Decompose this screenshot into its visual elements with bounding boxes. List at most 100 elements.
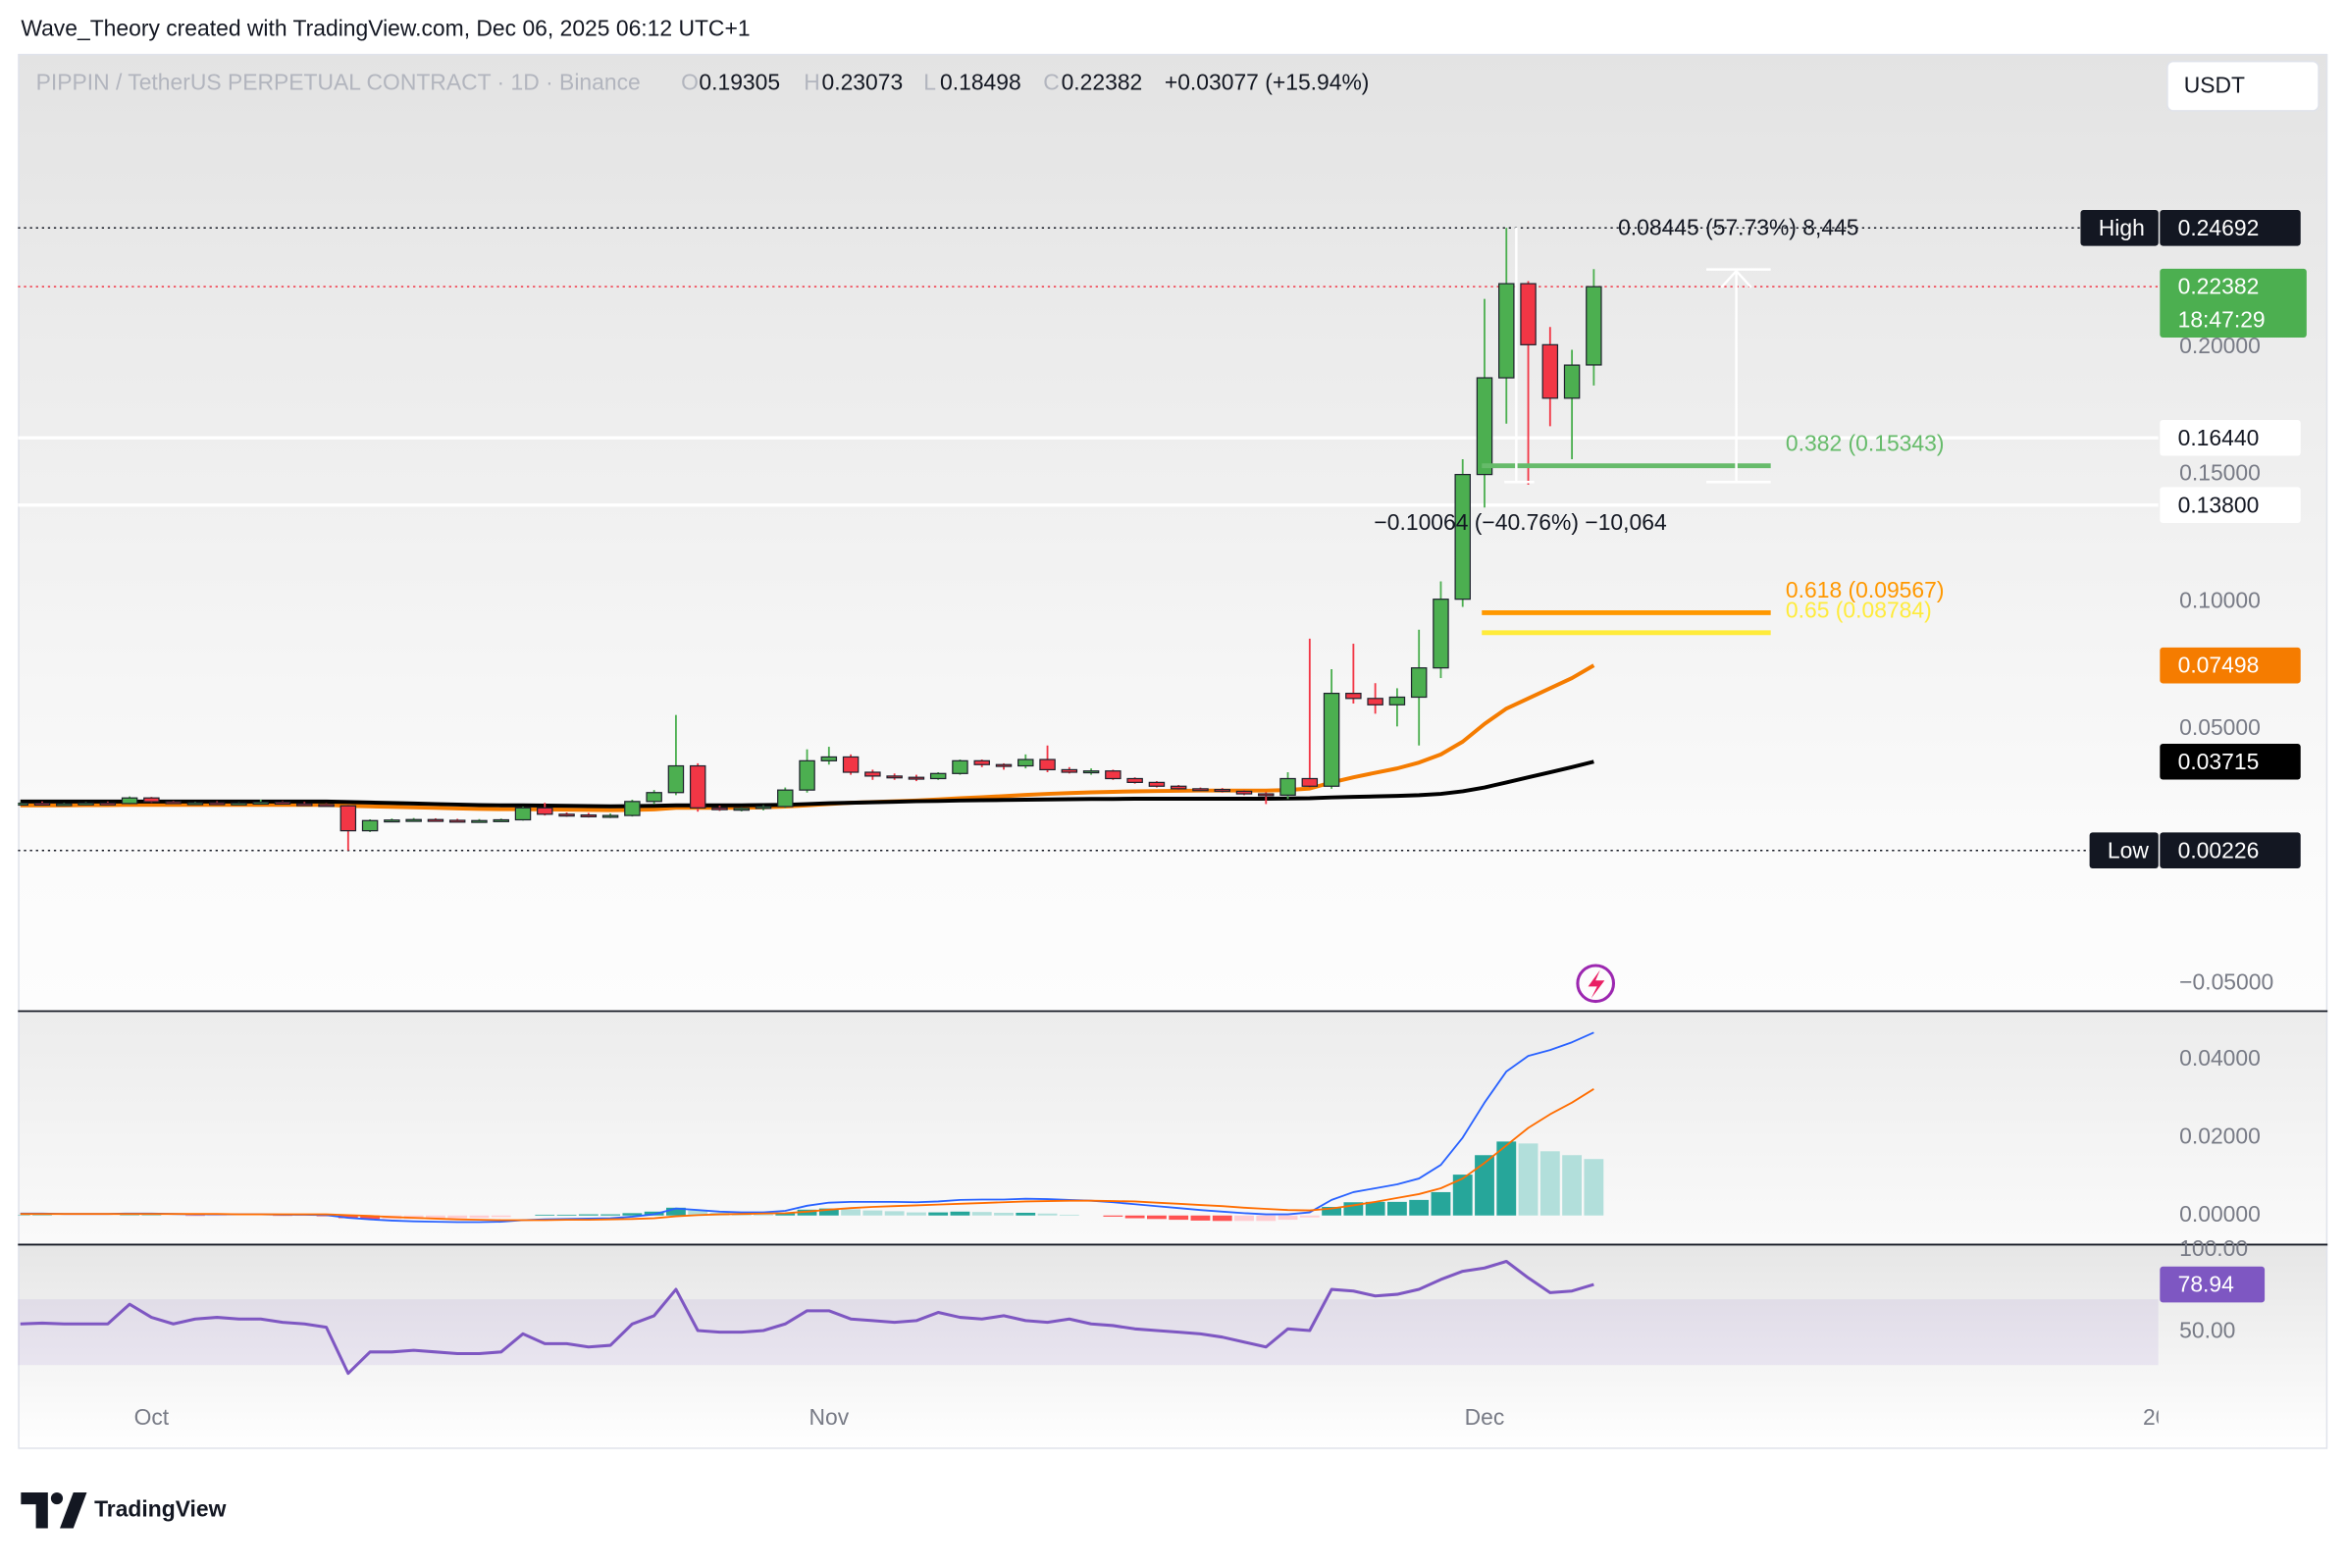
histogram-bar <box>1016 1212 1036 1216</box>
high-tag-box <box>2080 209 2159 246</box>
histogram-bar <box>360 1215 381 1220</box>
candle-body <box>1410 667 1428 699</box>
histogram-bar <box>1518 1143 1539 1216</box>
histogram-bar <box>818 1208 839 1216</box>
macd-plot <box>18 1031 1604 1224</box>
ohlc-letter: O <box>681 69 699 94</box>
candle-body <box>471 819 488 823</box>
histogram-bar <box>1059 1214 1079 1216</box>
histogram-bar <box>338 1215 358 1219</box>
candle-body <box>1235 790 1253 795</box>
last-price: 0.22382 <box>2178 274 2260 299</box>
high-value-box <box>2160 209 2301 246</box>
measure-label: 0.08445 (57.73%) 8,445 <box>1618 214 1858 239</box>
currency-button[interactable] <box>2166 60 2320 112</box>
histogram-bar <box>1409 1199 1430 1216</box>
ohlc-value: 0.22382 <box>1062 69 1143 94</box>
currency[interactable]: USDT <box>2184 73 2245 98</box>
histogram-bar <box>1386 1201 1407 1216</box>
macd-pane <box>18 1012 2328 1244</box>
candle-body <box>1454 473 1471 601</box>
x-tick-label: Nov <box>808 1404 849 1430</box>
change: +0.03077 (+15.94%) <box>1165 69 1370 94</box>
candle-body <box>820 756 838 761</box>
candle-body <box>799 759 815 791</box>
candle-body <box>448 819 466 823</box>
candle-body <box>427 818 444 822</box>
low-tag-box <box>2089 832 2159 869</box>
histogram-bar <box>1452 1175 1473 1216</box>
candle-body <box>493 818 509 822</box>
fib-label: 0.65 (0.08784) <box>1786 597 1932 622</box>
low-value: 0.00226 <box>2178 837 2260 862</box>
low-tag: Low <box>2108 837 2149 862</box>
histogram-bar <box>754 1214 773 1216</box>
y-tick-label: 0.00000 <box>2179 1201 2261 1227</box>
high-value: 0.24692 <box>2178 215 2260 240</box>
candle-body <box>1105 770 1121 780</box>
last-price-box <box>2160 268 2307 339</box>
candle-body <box>601 814 619 818</box>
candle-body <box>537 807 553 815</box>
histogram-bar <box>1037 1213 1058 1216</box>
candle-body <box>1017 758 1034 767</box>
candle-body <box>995 763 1013 767</box>
candle-body <box>952 759 968 774</box>
candle-body <box>646 792 662 803</box>
histogram-bar <box>797 1209 817 1216</box>
rsi-band <box>18 1299 2159 1366</box>
candle-body <box>1148 781 1166 787</box>
candle-body <box>339 805 357 832</box>
histogram-bar <box>1103 1215 1123 1217</box>
histogram-bar <box>1190 1215 1211 1221</box>
candle-body <box>1433 599 1449 669</box>
candle-body <box>296 803 313 807</box>
hline-value: 0.16440 <box>2178 425 2260 450</box>
candle-body <box>1541 343 1559 399</box>
ma-value-box <box>2160 743 2301 780</box>
histogram-bar <box>600 1214 621 1216</box>
signal-line <box>20 1088 1594 1222</box>
histogram-bar <box>1299 1215 1320 1218</box>
histogram-bar <box>1212 1215 1232 1222</box>
y-tick-label: 0.02000 <box>2179 1123 2261 1148</box>
histogram-bar <box>426 1215 445 1219</box>
candle-body <box>973 759 990 765</box>
histogram-bar <box>491 1215 511 1218</box>
candle-body <box>1039 758 1056 771</box>
candle-body <box>1301 777 1319 787</box>
histogram-bar <box>622 1213 643 1216</box>
histogram-bar <box>688 1210 708 1216</box>
ma-value: 0.07498 <box>2178 653 2260 678</box>
y-tick-label: 0.04000 <box>2179 1045 2261 1071</box>
x-tick-label: Oct <box>134 1404 170 1430</box>
candle-body <box>558 813 575 817</box>
candle-body <box>1367 698 1383 706</box>
x-tick-label: Dec <box>1465 1404 1505 1430</box>
candle-body <box>56 803 73 807</box>
ohlc-value: 0.18498 <box>940 69 1021 94</box>
candle-body <box>689 764 706 809</box>
candle-body <box>1476 377 1493 476</box>
candle-body <box>1520 283 1537 345</box>
countdown: 18:47:29 <box>2178 306 2266 332</box>
y-tick-label: 50.00 <box>2179 1318 2235 1343</box>
rsi-plot <box>18 1259 2159 1376</box>
histogram-bar <box>1562 1155 1583 1216</box>
candle-body <box>1345 693 1362 700</box>
candle-body <box>384 819 400 823</box>
frame <box>18 53 2328 1449</box>
histogram-bar <box>556 1214 577 1216</box>
histogram-bar <box>1322 1207 1342 1216</box>
histogram-bar <box>928 1212 949 1216</box>
hline-value: 0.13800 <box>2178 492 2260 517</box>
ohlc-value: 0.23073 <box>822 69 904 94</box>
histogram-bar <box>666 1207 686 1216</box>
histogram-bar <box>1146 1215 1167 1220</box>
histogram-bar <box>1539 1151 1560 1216</box>
candle-body <box>1388 696 1406 706</box>
x-tick-label: 20 <box>2143 1404 2167 1430</box>
histogram-bar <box>884 1211 905 1216</box>
